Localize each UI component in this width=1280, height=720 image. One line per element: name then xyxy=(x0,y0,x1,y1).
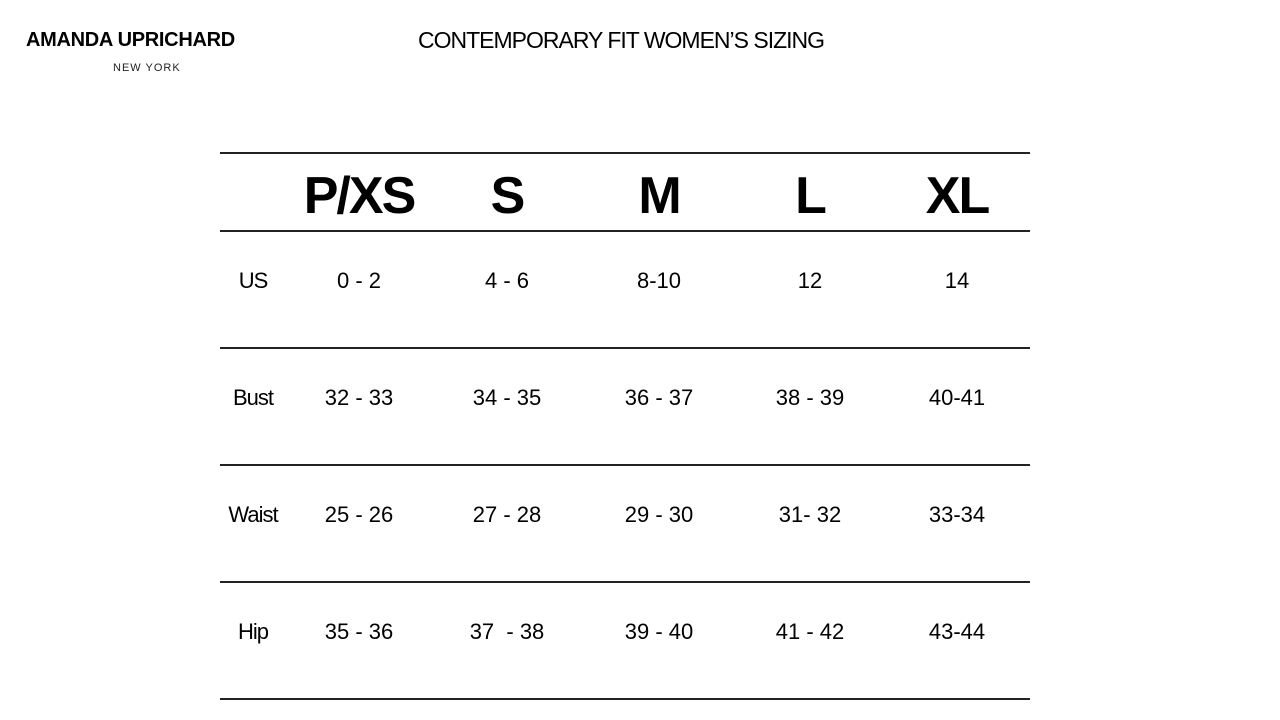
page-title: CONTEMPORARY FIT WOMEN’S SIZING xyxy=(418,27,825,53)
table-cell: 40-41 xyxy=(928,385,986,410)
size-header: XL xyxy=(925,167,990,225)
table-cell: 38 - 39 xyxy=(775,385,845,410)
table-divider xyxy=(220,698,1030,700)
table-divider xyxy=(220,464,1030,466)
row-label: US xyxy=(238,268,269,293)
table-cell: 12 xyxy=(797,268,823,293)
table-cell: 0 - 2 xyxy=(336,268,382,293)
brand-logo: AMANDA UPRICHARD xyxy=(26,29,235,51)
table-cell: 35 - 36 xyxy=(324,619,394,644)
table-cell: 32 - 33 xyxy=(324,385,394,410)
table-cell: 31- 32 xyxy=(778,502,842,527)
table-divider xyxy=(220,230,1030,232)
table-cell: 4 - 6 xyxy=(484,268,530,293)
table-cell: 25 - 26 xyxy=(324,502,394,527)
size-header: S xyxy=(490,167,526,225)
table-divider xyxy=(220,581,1030,583)
table-cell: 39 - 40 xyxy=(624,619,694,644)
table-cell: 33-34 xyxy=(928,502,986,527)
row-label: Hip xyxy=(237,619,269,644)
table-cell: 27 - 28 xyxy=(472,502,542,527)
table-cell: 34 - 35 xyxy=(472,385,542,410)
table-cell: 8-10 xyxy=(636,268,682,293)
row-label: Waist xyxy=(228,502,278,527)
brand-location: NEW YORK xyxy=(113,62,181,74)
table-cell: 41 - 42 xyxy=(775,619,845,644)
table-cell: 29 - 30 xyxy=(624,502,694,527)
table-cell: 37 - 38 xyxy=(469,619,545,644)
table-divider xyxy=(220,347,1030,349)
table-cell: 43-44 xyxy=(928,619,986,644)
size-header: L xyxy=(795,167,827,225)
size-header: M xyxy=(638,167,681,225)
table-cell: 14 xyxy=(944,268,970,293)
row-label: Bust xyxy=(232,385,274,410)
table-divider xyxy=(220,152,1030,154)
size-header: P/XS xyxy=(303,167,417,225)
table-cell: 36 - 37 xyxy=(624,385,694,410)
